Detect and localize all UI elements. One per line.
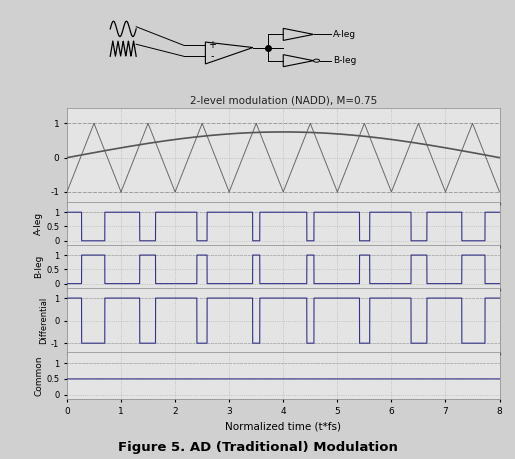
Text: B-leg: B-leg [333, 56, 357, 65]
Text: Figure 5. AD (Traditional) Modulation: Figure 5. AD (Traditional) Modulation [117, 442, 398, 454]
X-axis label: Normalized time (t*fs): Normalized time (t*fs) [225, 421, 341, 431]
Y-axis label: Differential: Differential [39, 297, 48, 344]
Text: A-leg: A-leg [333, 30, 356, 39]
Text: +: + [208, 40, 216, 50]
Y-axis label: B-leg: B-leg [35, 255, 43, 278]
Y-axis label: Common: Common [35, 356, 43, 396]
Text: -: - [210, 51, 214, 62]
Y-axis label: A-leg: A-leg [35, 212, 43, 235]
Title: 2-level modulation (NADD), M=0.75: 2-level modulation (NADD), M=0.75 [190, 96, 377, 106]
